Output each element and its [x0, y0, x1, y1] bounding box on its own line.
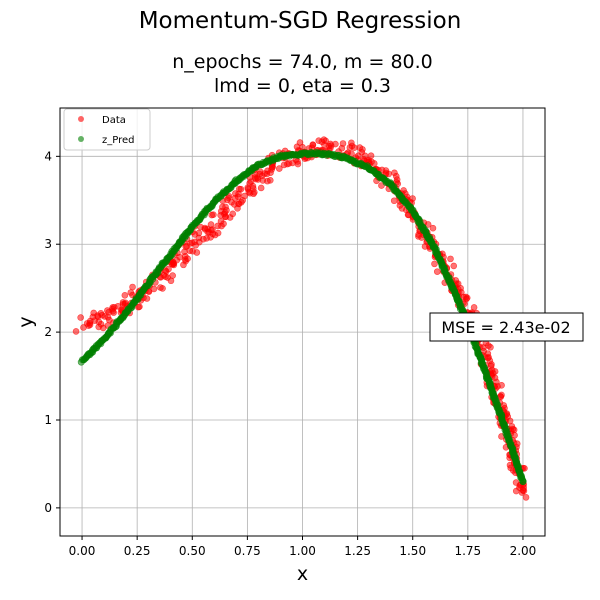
data-point	[184, 255, 191, 262]
data-point	[195, 229, 203, 237]
data-point	[447, 255, 454, 263]
mse-annotation-text: MSE = 2.43e-02	[441, 318, 570, 337]
data-point	[511, 431, 518, 439]
data-point	[512, 487, 520, 495]
data-point	[238, 198, 245, 206]
data-point	[77, 314, 84, 321]
data-point	[275, 165, 283, 172]
data-point	[359, 146, 366, 153]
data-point	[522, 494, 530, 501]
y-tick-label: 3	[44, 237, 52, 251]
data-point	[210, 211, 217, 218]
data-point	[431, 260, 438, 268]
data-point	[463, 295, 470, 303]
data-point	[249, 182, 257, 190]
data-point	[491, 368, 499, 375]
data-point	[222, 203, 229, 211]
legend-marker-data	[78, 116, 84, 122]
x-tick-label: 0.00	[69, 544, 96, 558]
y-tick-label: 1	[44, 413, 52, 427]
data-point	[254, 174, 261, 182]
data-point	[338, 144, 346, 152]
mse-annotation-box	[429, 312, 584, 342]
data-point	[506, 417, 514, 425]
data-point	[429, 224, 437, 232]
subtitle-line-1: n_epochs = 74.0, m = 80.0	[172, 51, 433, 73]
data-point	[245, 188, 253, 196]
data-point	[519, 486, 527, 494]
data-point	[217, 217, 225, 225]
data-point	[257, 184, 265, 192]
data-point	[186, 247, 194, 255]
data-point	[398, 205, 406, 212]
x-tick-label: 0.25	[124, 544, 151, 558]
data-point	[129, 283, 136, 291]
legend-box	[63, 108, 151, 151]
data-point	[470, 304, 478, 311]
data-point	[234, 193, 242, 201]
data-point	[241, 192, 248, 200]
data-point	[236, 185, 243, 193]
data-point	[136, 303, 143, 310]
data-point	[296, 139, 304, 146]
data-point	[110, 309, 117, 316]
legend-marker-pred	[78, 136, 84, 142]
data-point	[433, 268, 441, 275]
data-point	[86, 317, 94, 325]
data-point	[97, 310, 105, 317]
y-tick-label: 4	[44, 149, 52, 163]
x-axis-label: x	[297, 563, 308, 585]
legend-label-pred: z_Pred	[102, 135, 135, 146]
data-point	[487, 362, 495, 370]
subtitle-line-2: lmd = 0, eta = 0.3	[213, 75, 391, 97]
data-point	[209, 226, 216, 233]
x-tick-label: 1.50	[399, 544, 426, 558]
data-point	[332, 140, 339, 148]
data-point	[159, 285, 166, 292]
data-point	[182, 243, 190, 251]
prediction-point	[519, 478, 527, 486]
legend: Data z_Pred	[63, 108, 151, 151]
axis-ticks: 0.00 0.25 0.50 0.75 1.00 1.25 1.50 1.75 2.00 0 1 2 3…	[44, 149, 536, 558]
data-point	[268, 166, 275, 173]
data-point	[348, 142, 356, 150]
x-tick-label: 0.75	[234, 544, 261, 558]
mse-annotation: MSE = 2.43e-02	[429, 312, 584, 342]
data-point	[485, 354, 492, 361]
data-point	[294, 160, 302, 168]
data-point	[127, 289, 135, 296]
data-point	[170, 259, 177, 267]
data-point	[261, 170, 268, 177]
data-point	[121, 292, 129, 299]
data-point	[450, 262, 458, 270]
x-tick-label: 1.75	[454, 544, 481, 558]
data-point	[498, 381, 505, 389]
x-tick-label: 0.50	[179, 544, 206, 558]
x-tick-label: 1.00	[289, 544, 316, 558]
data-point	[487, 343, 494, 351]
data-point	[169, 272, 176, 279]
data-point	[119, 299, 127, 306]
data-point	[222, 213, 229, 221]
data-point	[320, 136, 328, 143]
data-point	[165, 265, 172, 273]
data-point	[390, 197, 398, 205]
data-point	[309, 141, 317, 148]
data-point	[72, 328, 80, 335]
y-tick-label: 2	[44, 325, 52, 339]
y-tick-label: 0	[44, 501, 52, 515]
x-tick-label: 1.25	[344, 544, 371, 558]
data-point	[193, 249, 201, 256]
data-point	[200, 235, 207, 243]
data-point	[266, 177, 274, 184]
x-tick-label: 2.00	[510, 544, 537, 558]
data-point	[176, 253, 184, 261]
data-point	[214, 229, 222, 237]
figure-title: Momentum-SGD Regression	[138, 8, 462, 34]
legend-label-data: Data	[102, 115, 126, 126]
y-axis-label: y	[15, 316, 37, 327]
data-point	[229, 210, 237, 218]
